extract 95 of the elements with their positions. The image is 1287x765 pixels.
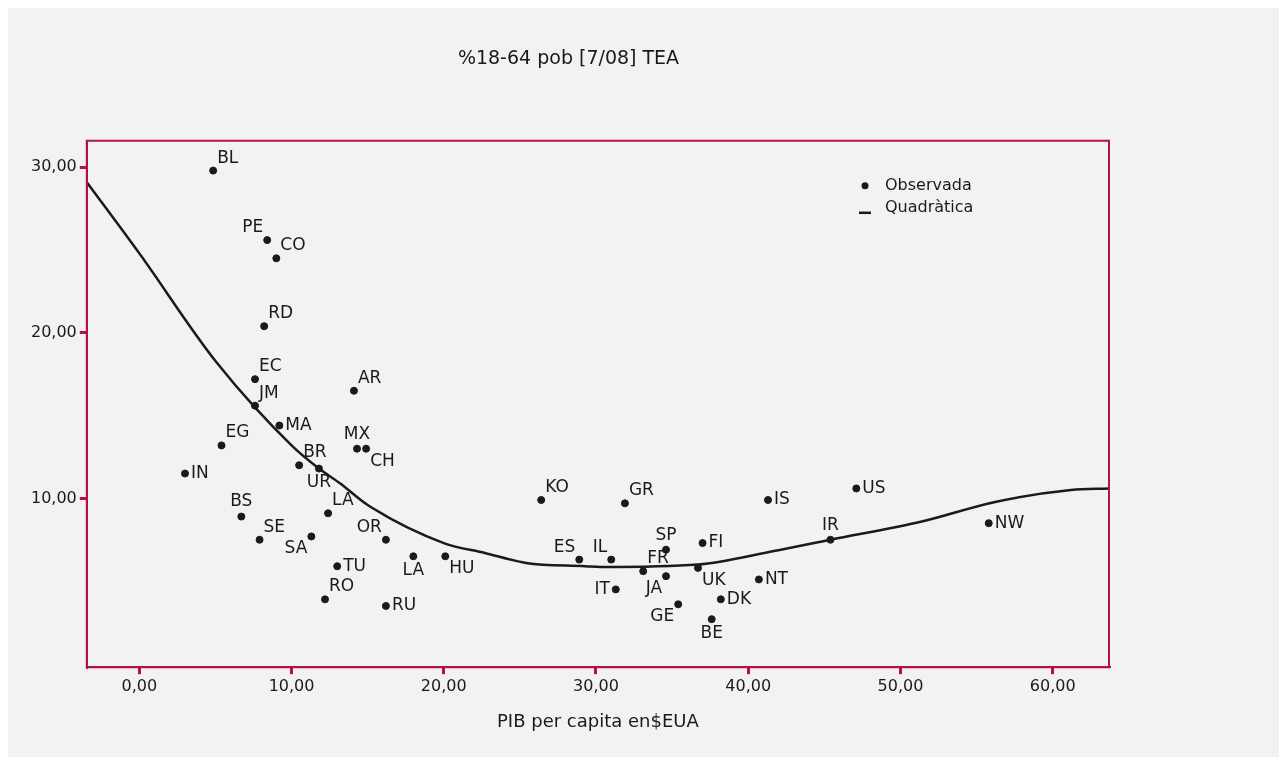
point	[716, 595, 725, 604]
annotation: MA	[285, 413, 313, 434]
x-tick-label: 30,00	[573, 675, 619, 695]
point	[321, 595, 330, 604]
annotation: MX	[343, 422, 371, 443]
point	[307, 532, 316, 541]
annotation: BE	[700, 622, 723, 643]
point	[272, 254, 281, 263]
annotation: LA	[402, 559, 425, 580]
annotation: BS	[230, 490, 253, 511]
annotation: US	[862, 476, 886, 497]
annotation: RD	[268, 302, 294, 323]
point	[662, 572, 671, 581]
annotation: SP	[655, 523, 677, 544]
annotation: EG	[225, 421, 250, 442]
point	[381, 601, 390, 610]
point	[255, 535, 264, 544]
point	[607, 555, 616, 564]
annotation: ES	[553, 535, 576, 556]
point	[217, 441, 226, 450]
annotation: NT	[764, 567, 789, 588]
point	[409, 552, 418, 561]
x-tick-label: 0,00	[121, 675, 158, 695]
annotation: TU	[342, 554, 367, 575]
point	[537, 496, 546, 505]
x-tick-label: 60,00	[1029, 675, 1076, 695]
annotation: SA	[284, 537, 308, 558]
point	[324, 509, 333, 518]
y-tick-label: 10,00	[30, 487, 77, 507]
point	[209, 166, 218, 175]
point	[764, 496, 773, 505]
annotation: DK	[726, 587, 752, 608]
point	[263, 236, 272, 245]
annotation: GR	[628, 479, 655, 500]
annotation: KO	[545, 475, 569, 496]
point	[754, 575, 763, 584]
x-tick-label: 50,00	[877, 675, 924, 695]
annotation: JA	[644, 577, 663, 598]
point	[251, 375, 260, 384]
point	[295, 461, 304, 470]
annotation: UK	[701, 568, 727, 589]
point	[707, 615, 716, 624]
point	[984, 519, 993, 528]
annotation: IL	[592, 535, 608, 556]
x-tick-label: 20,00	[420, 675, 467, 695]
point	[611, 585, 620, 594]
annotation: AR	[357, 366, 382, 387]
annotation: LA	[332, 489, 354, 510]
point	[852, 484, 861, 493]
annotation: IR	[822, 513, 840, 534]
annotation: CH	[370, 449, 395, 470]
annotation: IS	[774, 488, 790, 509]
annotation: IN	[190, 461, 209, 482]
annotation: PE	[242, 216, 264, 237]
annotation: GE	[650, 605, 675, 626]
y-tick-label: 20,00	[30, 321, 77, 341]
annotation: BR	[303, 441, 327, 462]
point	[314, 464, 323, 473]
point	[275, 421, 284, 430]
x-axis-title: PIB per capita en$EUA	[496, 709, 700, 731]
annotation: JM	[258, 381, 279, 402]
point	[826, 535, 835, 544]
point	[674, 600, 683, 609]
x-tick-label: 40,00	[725, 675, 772, 695]
annotation: UR	[306, 471, 332, 492]
annotation: HU	[449, 557, 475, 578]
annotation: FI	[708, 531, 724, 552]
point	[333, 562, 342, 571]
annotation: BL	[217, 146, 239, 167]
annotation: CO	[280, 234, 306, 255]
point	[353, 444, 362, 453]
annotation: RU	[391, 594, 417, 615]
point	[180, 469, 189, 478]
annotation: NW	[994, 511, 1025, 532]
y-tick-label: 30,00	[30, 156, 77, 176]
annotation: EC	[259, 355, 282, 376]
legend-label: Observada	[885, 174, 972, 194]
point	[349, 386, 358, 395]
point	[575, 555, 584, 564]
point	[260, 322, 269, 331]
point	[237, 512, 246, 521]
point	[698, 539, 707, 548]
chart-title: %18-64 pob [7/08] TEA	[457, 46, 680, 69]
annotation: OR	[356, 515, 383, 536]
annotation: RO	[329, 575, 355, 596]
x-tick-label: 10,00	[268, 675, 315, 695]
point	[251, 401, 260, 410]
point	[620, 499, 629, 508]
point	[362, 444, 371, 453]
legend-label: Quadràtica	[885, 196, 974, 216]
point	[441, 552, 450, 561]
annotation: SE	[263, 515, 286, 536]
annotation: IT	[594, 577, 611, 598]
point	[381, 535, 390, 544]
point	[639, 567, 648, 576]
